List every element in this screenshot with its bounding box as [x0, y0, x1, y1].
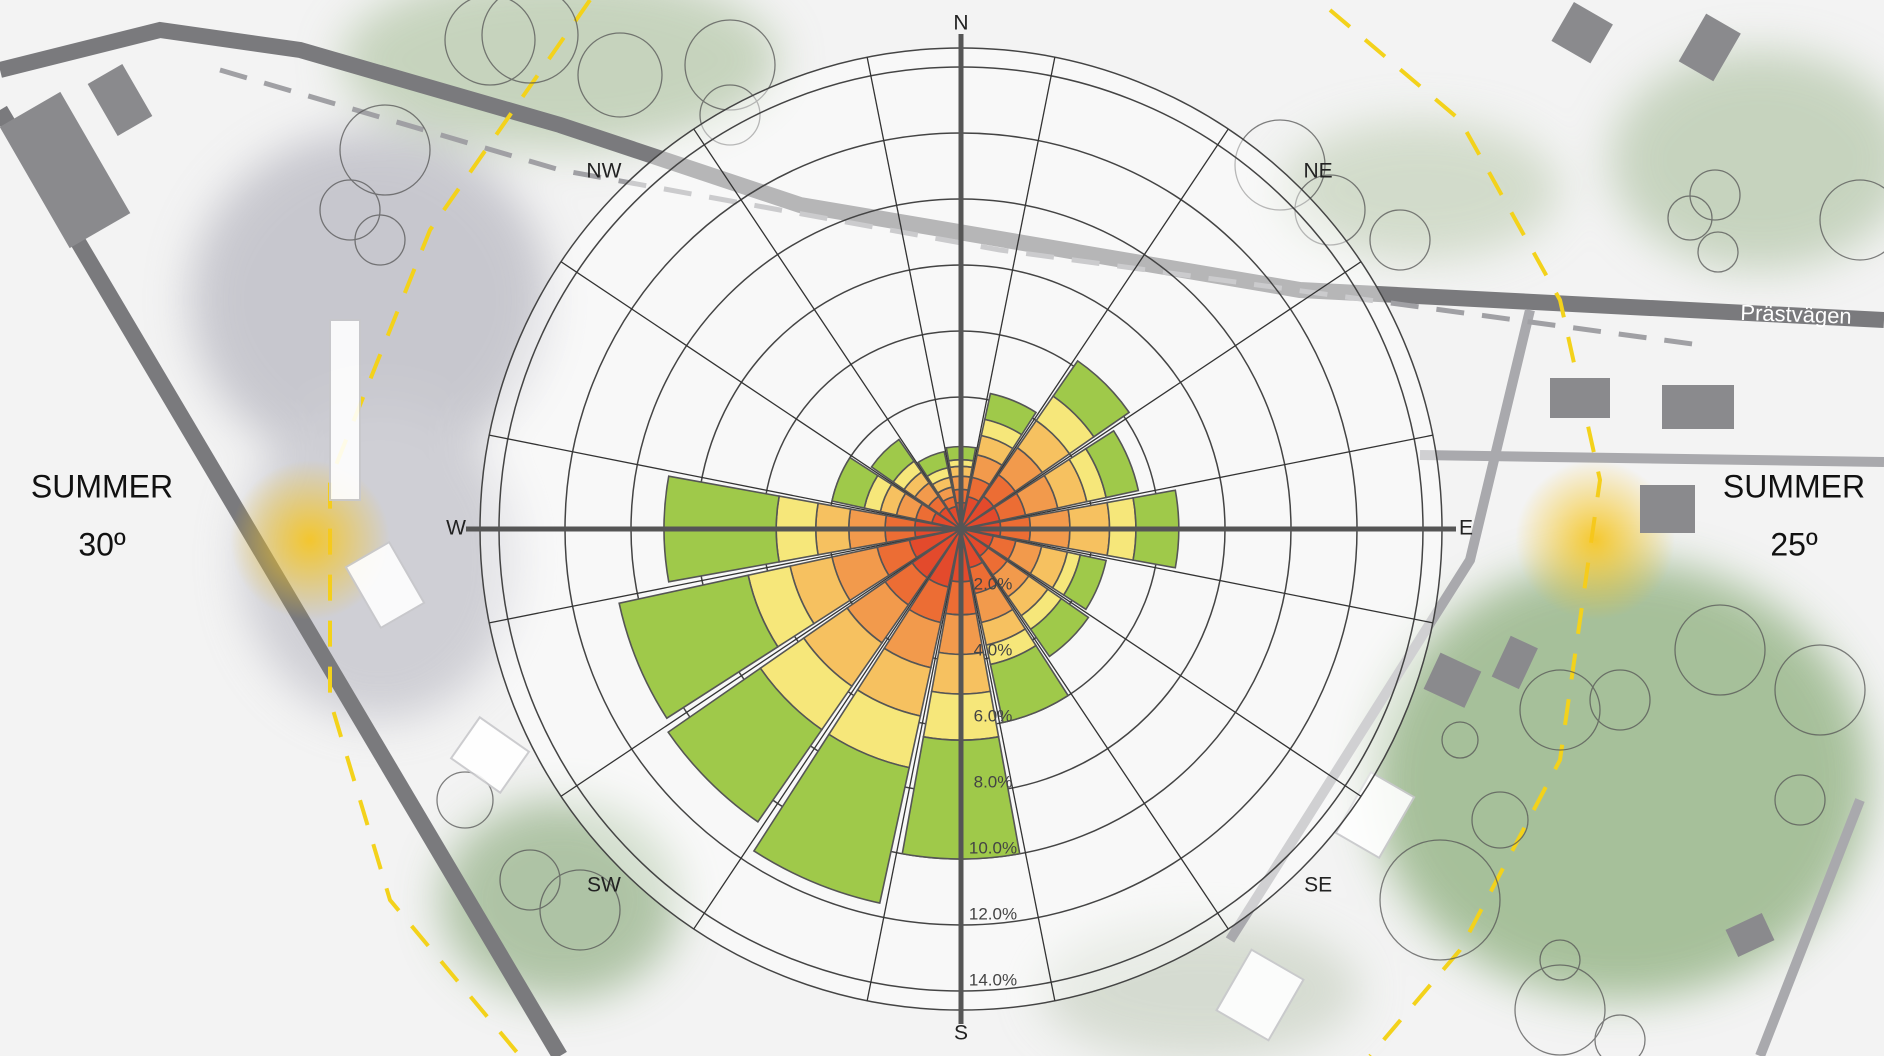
direction-label: NW — [586, 159, 621, 182]
direction-label: SE — [1304, 874, 1332, 897]
direction-label: N — [953, 12, 968, 35]
spoke — [971, 128, 1229, 513]
rose-segment — [831, 456, 879, 509]
r-tick-label: 8.0% — [974, 772, 1013, 791]
spoke — [977, 261, 1362, 519]
r-tick-label: 12.0% — [969, 904, 1017, 923]
rose-segment — [1052, 359, 1131, 438]
street-label: Prästvägen — [1740, 300, 1852, 329]
season-label: SUMMER — [1723, 468, 1865, 504]
rose-segment — [752, 733, 911, 905]
spoke — [866, 57, 958, 510]
spoke — [971, 545, 1229, 930]
r-tick-label: 4.0% — [974, 640, 1013, 659]
spoke — [964, 548, 1056, 1001]
spoke — [693, 545, 951, 930]
spoke — [693, 128, 951, 513]
direction-label: W — [446, 517, 466, 540]
direction-label: SW — [587, 874, 621, 897]
rose-segment — [618, 574, 779, 720]
spoke — [866, 548, 958, 1001]
spoke — [560, 539, 945, 797]
spoke — [980, 532, 1433, 624]
rose-segment — [917, 450, 949, 478]
temperature-label: 25º — [1770, 526, 1818, 562]
r-tick-label: 2.0% — [974, 574, 1013, 593]
rose-segment — [1029, 597, 1090, 658]
rose-segment — [1062, 553, 1108, 611]
rose-segment — [1084, 429, 1140, 499]
rose-segment — [989, 644, 1070, 724]
direction-label: NE — [1303, 159, 1332, 182]
r-tick-label: 14.0% — [969, 970, 1017, 989]
rose-segment — [667, 667, 823, 823]
spoke — [980, 434, 1433, 526]
season-label: SUMMER — [31, 468, 173, 504]
spoke — [489, 434, 942, 526]
spoke — [964, 57, 1056, 510]
wind-rose: 2.0% 4.0% 6.0% 8.0% 10.0% 12.0% 14.0% N NE E SE S SW… — [446, 12, 1473, 1045]
spoke — [560, 261, 945, 519]
direction-label: S — [954, 1022, 968, 1045]
r-tick-label: 10.0% — [969, 838, 1017, 857]
direction-label: E — [1459, 517, 1473, 540]
rose-segment — [983, 392, 1038, 436]
temperature-label: 30º — [78, 526, 126, 562]
r-tick-label: 6.0% — [974, 706, 1013, 725]
annotations: SUMMER 30º SUMMER 25º Prästvägen — [31, 300, 1865, 563]
spoke — [977, 539, 1362, 797]
spoke — [489, 532, 942, 624]
rose-segment — [870, 438, 916, 484]
